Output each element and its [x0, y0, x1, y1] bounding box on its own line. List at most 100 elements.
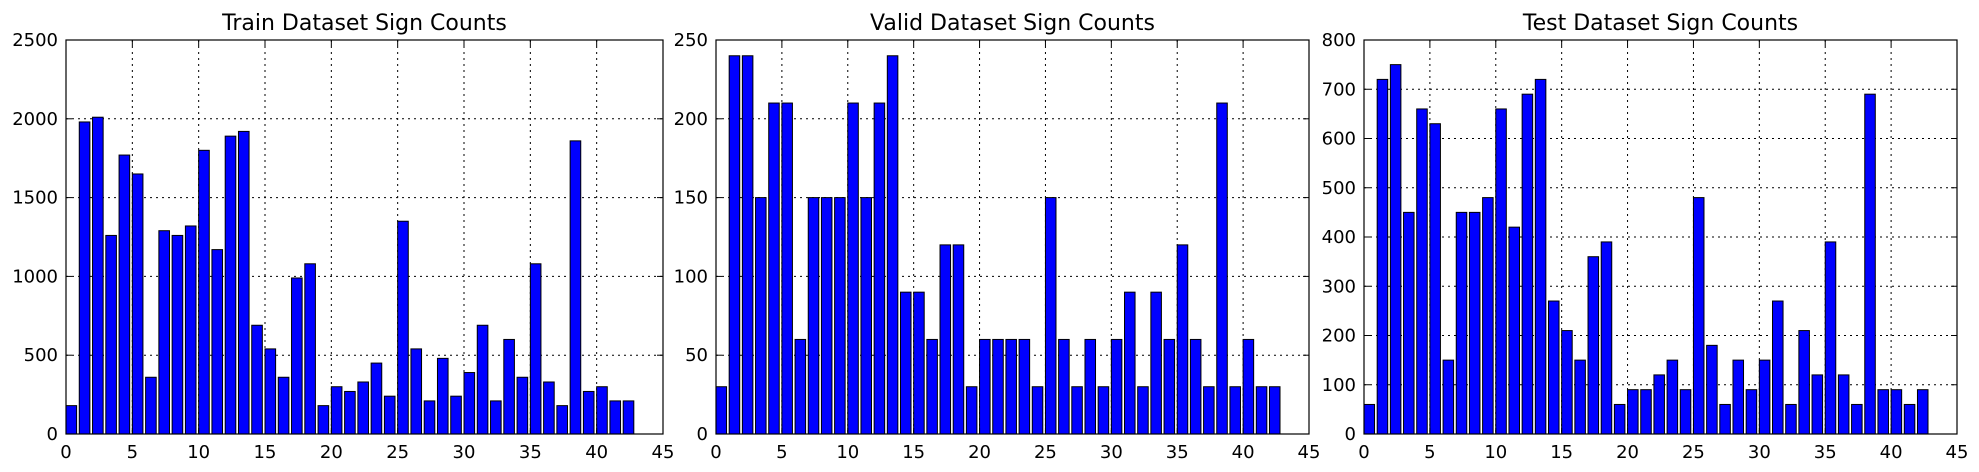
- train-y-tick-label: 0: [47, 424, 58, 445]
- valid-bar: [913, 291, 925, 435]
- valid-chart-title: Valid Dataset Sign Counts: [870, 11, 1155, 36]
- test-chart-title: Test Dataset Sign Counts: [1522, 11, 1798, 36]
- test-x-tick-label: 5: [1424, 442, 1435, 463]
- test-bar: [1363, 403, 1376, 435]
- test-x-tick-label: 10: [1484, 442, 1507, 463]
- valid-plot-frame: [715, 39, 1310, 435]
- valid-y-tick-label: 100: [674, 266, 708, 287]
- train-bar: [251, 324, 263, 435]
- valid-bar: [715, 386, 728, 435]
- test-bar: [1416, 108, 1428, 435]
- test-bar: [1495, 108, 1507, 435]
- valid-bar: [939, 244, 952, 435]
- test-bar: [1864, 93, 1876, 435]
- train-bar: [184, 225, 197, 435]
- test-y-tick-label: 300: [1322, 276, 1356, 297]
- test-bar: [1916, 389, 1929, 435]
- valid-x-tick-label: 30: [1100, 442, 1123, 463]
- train-bar: [237, 130, 250, 435]
- train-bar: [556, 405, 568, 435]
- train-bar: [357, 381, 369, 435]
- test-bar: [1587, 256, 1600, 435]
- valid-bar: [1189, 338, 1202, 435]
- test-bar: [1877, 389, 1889, 435]
- valid-bar: [899, 291, 912, 435]
- test-bar: [1706, 344, 1718, 435]
- valid-y-tick-label: 0: [697, 424, 708, 445]
- valid-x-tick-label: 20: [968, 442, 991, 463]
- train-bar: [145, 376, 157, 435]
- test-y-tick-label: 400: [1322, 227, 1356, 248]
- valid-bar: [1216, 102, 1228, 435]
- train-bar: [78, 121, 91, 435]
- train-bar: [171, 234, 184, 435]
- train-bar: [622, 400, 635, 435]
- train-bar: [476, 324, 489, 435]
- train-bar: [330, 386, 343, 435]
- valid-bar: [794, 338, 807, 435]
- train-bar: [158, 230, 170, 435]
- test-bar: [1745, 389, 1758, 435]
- test-y-tick-label: 0: [1345, 424, 1356, 445]
- test-bar: [1534, 78, 1547, 435]
- train-x-tick-label: 10: [187, 442, 210, 463]
- valid-bar: [807, 197, 820, 435]
- valid-bar: [1242, 338, 1255, 435]
- train-bar: [304, 263, 316, 435]
- valid-bar: [755, 197, 767, 435]
- train-bar: [569, 140, 582, 435]
- train-x-tick-label: 30: [453, 442, 476, 463]
- test-x-tick-label: 30: [1748, 442, 1771, 463]
- train-x-tick-label: 0: [60, 442, 71, 463]
- train-y-tick-label: 1500: [12, 188, 58, 209]
- train-bar: [450, 395, 462, 435]
- test-bar: [1785, 403, 1797, 435]
- valid-bar: [1268, 386, 1281, 435]
- train-bar: [423, 400, 436, 435]
- valid-x-tick-label: 45: [1298, 442, 1321, 463]
- test-y-tick-label: 500: [1322, 178, 1356, 199]
- test-bar: [1679, 389, 1692, 435]
- train-y-tick-label: 500: [24, 345, 58, 366]
- test-bar: [1890, 389, 1903, 435]
- valid-x-tick-label: 10: [836, 442, 859, 463]
- valid-bar: [820, 197, 833, 435]
- valid-bar: [1084, 338, 1097, 435]
- test-bar: [1758, 359, 1771, 435]
- test-bar: [1640, 389, 1652, 435]
- train-x-tick-label: 40: [585, 442, 608, 463]
- test-bar: [1429, 123, 1441, 435]
- test-bar: [1692, 197, 1705, 435]
- valid-bar: [1044, 197, 1057, 435]
- valid-bar: [1163, 338, 1176, 435]
- test-x-tick-label: 40: [1880, 442, 1903, 463]
- test-y-tick-label: 700: [1322, 79, 1356, 100]
- test-bar: [1666, 359, 1679, 435]
- valid-bar: [860, 197, 872, 435]
- train-bar: [609, 400, 622, 435]
- test-bar: [1837, 374, 1850, 435]
- test-bar: [1732, 359, 1745, 435]
- train-bar: [543, 381, 555, 435]
- train-bar: [383, 395, 396, 435]
- test-bar: [1376, 78, 1389, 435]
- train-bar: [582, 390, 595, 435]
- train-bar: [516, 376, 529, 435]
- valid-bar: [965, 386, 978, 435]
- test-x-tick-label: 0: [1358, 442, 1369, 463]
- test-x-tick-label: 45: [1946, 442, 1969, 463]
- valid-bar: [728, 55, 741, 435]
- train-y-tick-label: 2500: [12, 30, 58, 51]
- test-y-tick-label: 200: [1322, 326, 1356, 347]
- test-x-tick-label: 25: [1682, 442, 1705, 463]
- valid-bar: [1058, 338, 1070, 435]
- valid-bar: [1005, 338, 1017, 435]
- train-bar: [224, 135, 237, 435]
- test-bar: [1851, 403, 1863, 435]
- test-bar: [1613, 403, 1626, 435]
- train-bar: [291, 277, 303, 435]
- test-bar: [1824, 241, 1837, 435]
- train-x-tick-label: 35: [519, 442, 542, 463]
- train-bar: [105, 234, 117, 435]
- valid-bar: [1255, 386, 1268, 435]
